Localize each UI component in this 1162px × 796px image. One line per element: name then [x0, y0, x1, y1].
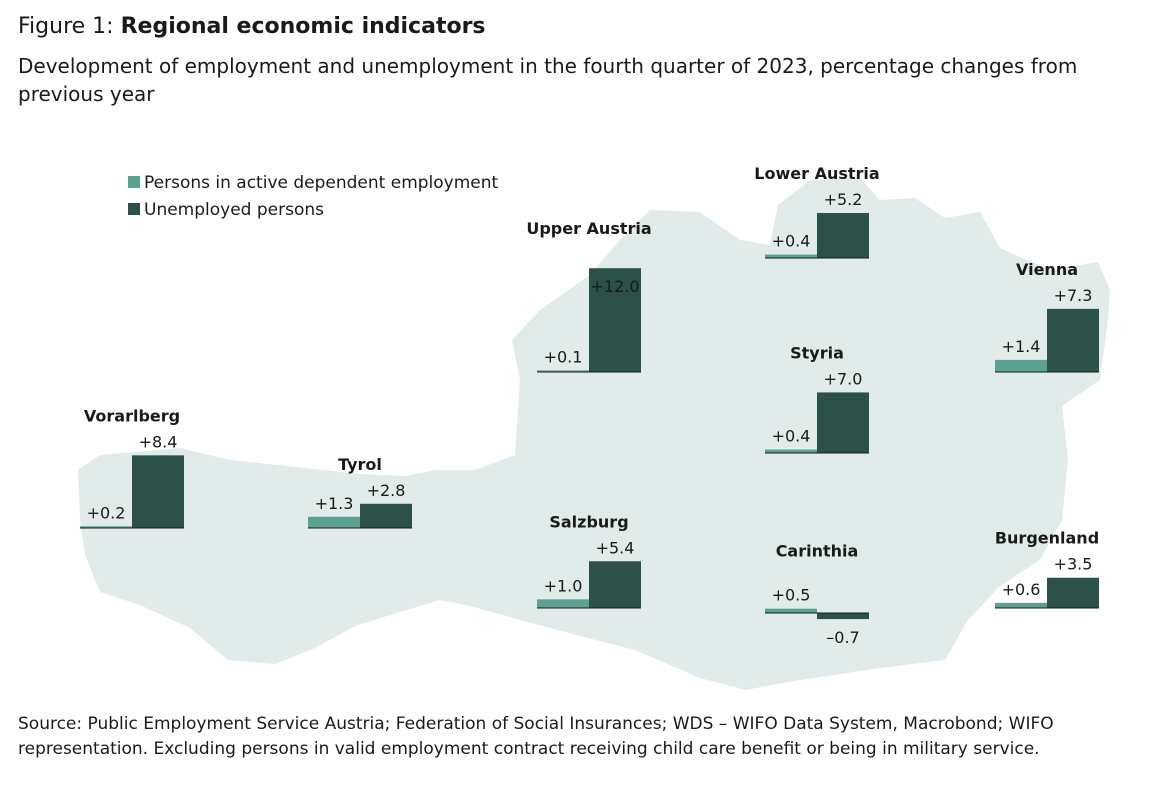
bar-unemployment-vorarlberg	[132, 455, 184, 528]
label-unemployment-styria: +7.0	[824, 369, 863, 388]
bar-unemployment-styria	[817, 392, 869, 453]
label-employment-lower-austria: +0.4	[772, 232, 811, 251]
legend-swatch-employment	[128, 176, 140, 188]
label-unemployment-lower-austria: +5.2	[824, 190, 863, 209]
bar-employment-upper-austria	[537, 370, 589, 372]
bar-employment-tyrol	[308, 516, 360, 528]
label-unemployment-burgenland: +3.5	[1054, 555, 1093, 574]
bar-groups: +0.2 +8.4 Vorarlberg +1.3 +2.8 Tyrol +0.1 +12.0…	[80, 164, 1099, 647]
label-employment-styria: +0.4	[772, 427, 811, 446]
legend: Persons in active dependent employment U…	[128, 173, 499, 220]
region-name-lower-austria: Lower Austria	[754, 164, 879, 183]
region-burgenland: +0.6 +3.5 Burgenland	[995, 529, 1099, 609]
region-name-styria: Styria	[790, 343, 844, 362]
region-upper-austria: +0.1 +12.0 Upper Austria	[526, 219, 652, 373]
bar-employment-lower-austria	[765, 254, 817, 258]
bar-employment-carinthia	[765, 608, 817, 613]
region-name-vienna: Vienna	[1016, 260, 1078, 279]
bar-unemployment-tyrol	[360, 503, 412, 528]
legend-label-unemployment: Unemployed persons	[144, 200, 324, 220]
label-unemployment-vienna: +7.3	[1054, 286, 1093, 305]
region-name-vorarlberg: Vorarlberg	[84, 406, 180, 425]
region-vorarlberg: +0.2 +8.4 Vorarlberg	[80, 406, 184, 529]
label-employment-salzburg: +1.0	[544, 576, 583, 595]
label-employment-tyrol: +1.3	[315, 494, 354, 513]
label-unemployment-vorarlberg: +8.4	[139, 432, 178, 451]
legend-swatch-unemployment	[128, 203, 140, 215]
label-employment-upper-austria: +0.1	[544, 347, 583, 366]
region-vienna: +1.4 +7.3 Vienna	[995, 260, 1099, 373]
region-tyrol: +1.3 +2.8 Tyrol	[308, 455, 412, 529]
bar-unemployment-vienna	[1047, 308, 1099, 372]
bar-employment-vorarlberg	[80, 526, 132, 528]
source-note: Source: Public Employment Service Austri…	[18, 714, 1054, 759]
bar-employment-burgenland	[995, 602, 1047, 608]
label-employment-vienna: +1.4	[1002, 337, 1041, 356]
figure-title: Figure 1: Regional economic indicators	[18, 14, 486, 39]
chart-subtitle: Development of employment and unemployme…	[18, 54, 1078, 106]
label-unemployment-salzburg: +5.4	[596, 538, 635, 557]
label-employment-vorarlberg: +0.2	[87, 503, 126, 522]
region-name-tyrol: Tyrol	[338, 455, 382, 474]
bar-employment-styria	[765, 449, 817, 453]
region-name-upper-austria: Upper Austria	[526, 219, 651, 238]
label-employment-burgenland: +0.6	[1002, 580, 1041, 599]
label-unemployment-upper-austria: +12.0	[590, 277, 639, 296]
austria-map-silhouette	[78, 178, 1110, 690]
bar-employment-vienna	[995, 359, 1047, 372]
bar-unemployment-lower-austria	[817, 213, 869, 258]
region-carinthia: +0.5 –0.7 Carinthia	[765, 542, 869, 647]
region-name-carinthia: Carinthia	[776, 542, 859, 561]
region-styria: +0.4 +7.0 Styria	[765, 343, 869, 454]
bar-employment-salzburg	[537, 599, 589, 608]
label-unemployment-carinthia: –0.7	[826, 628, 859, 647]
bar-unemployment-upper-austria	[589, 268, 641, 372]
chart-title: Regional economic indicators	[120, 14, 486, 39]
region-salzburg: +1.0 +5.4 Salzburg	[537, 512, 641, 609]
bar-unemployment-carinthia	[817, 613, 869, 620]
bar-unemployment-burgenland	[1047, 577, 1099, 608]
label-employment-carinthia: +0.5	[772, 586, 811, 605]
region-lower-austria: +0.4 +5.2 Lower Austria	[754, 164, 880, 259]
legend-label-employment: Persons in active dependent employment	[144, 173, 499, 193]
region-name-burgenland: Burgenland	[995, 529, 1099, 548]
bar-unemployment-salzburg	[589, 561, 641, 608]
label-unemployment-tyrol: +2.8	[367, 481, 406, 500]
region-name-salzburg: Salzburg	[549, 512, 628, 531]
figure-label: Figure 1:	[18, 14, 114, 39]
